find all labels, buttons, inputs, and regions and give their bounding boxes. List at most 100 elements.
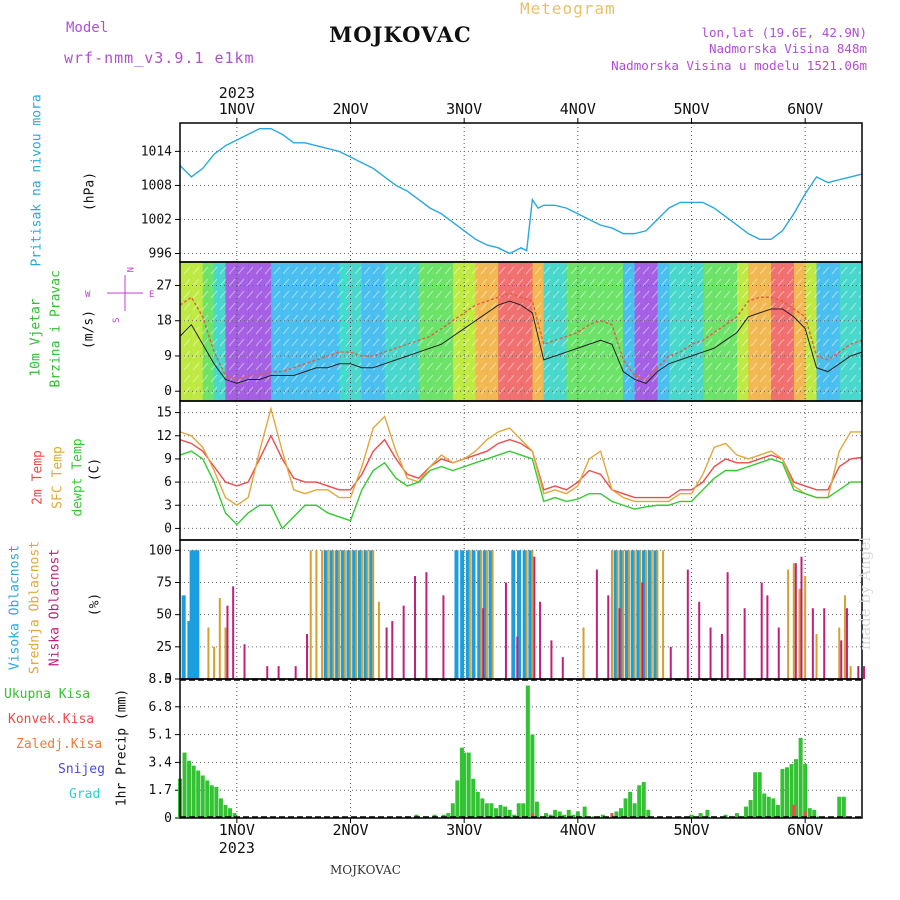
wind-arrow <box>543 302 551 311</box>
cloud-bar-mid_cloud <box>639 550 642 679</box>
wind-arrow <box>678 374 686 383</box>
wind-arrow <box>705 386 713 395</box>
wind-arrow <box>840 362 848 371</box>
cloud-bar-high_cloud <box>619 550 624 679</box>
wind-arrow <box>723 266 731 275</box>
wind-arrow <box>561 314 569 323</box>
precip-bar-conv_precip <box>530 813 534 818</box>
cloud-bar-mid_cloud <box>480 550 483 679</box>
wind-arrow <box>723 302 731 311</box>
wind-arrow <box>417 290 425 299</box>
wind-arrow <box>345 278 353 287</box>
cloud-bar-high_cloud <box>465 550 470 679</box>
wind-arrow <box>849 266 857 275</box>
wind-arrow <box>606 326 614 335</box>
cloud-bar-high_cloud <box>517 550 521 679</box>
wind-arrow <box>759 302 767 311</box>
wind-field-band <box>759 262 772 401</box>
wind-arrow <box>291 326 299 335</box>
cloud-bar-mid_cloud <box>792 563 795 679</box>
wind-arrow <box>363 326 371 335</box>
wind-arrow <box>768 278 776 287</box>
wind-arrow <box>714 266 722 275</box>
wind-arrow <box>678 386 686 395</box>
cloud-bar-high_cloud <box>522 550 527 679</box>
wind-field-band <box>805 262 818 401</box>
wind-arrow <box>399 362 407 371</box>
wind-arrow <box>642 338 650 347</box>
panel-frame-temperature <box>179 400 863 541</box>
wind-arrow <box>300 326 308 335</box>
wind-arrow <box>660 374 668 383</box>
wind-arrow <box>768 362 776 371</box>
wind-field-band <box>748 262 761 401</box>
wind-arrow <box>309 266 317 275</box>
cloud-bar-mid_cloud <box>627 550 630 679</box>
wind-arrow <box>219 278 227 287</box>
cloud-bar-mid_cloud <box>838 627 841 679</box>
wind-arrow <box>633 266 641 275</box>
wind-field-band <box>782 262 795 401</box>
wind-arrow <box>300 314 308 323</box>
cloud-bar-low_cloud <box>391 621 394 679</box>
wind-field-band <box>634 262 647 401</box>
wind-arrow <box>507 326 515 335</box>
wind-arrow <box>498 374 506 383</box>
wind-arrow <box>525 386 533 395</box>
wind-arrow <box>525 362 533 371</box>
cloud-bar-mid_cloud <box>849 666 852 679</box>
wind-field-band <box>418 262 431 401</box>
wind-arrow <box>714 302 722 311</box>
wind-arrow <box>831 290 839 299</box>
wind-arrow <box>849 350 857 359</box>
precip-bar-precip <box>614 811 619 818</box>
wind-arrow <box>390 386 398 395</box>
wind-arrow <box>714 338 722 347</box>
wind-arrow <box>822 362 830 371</box>
cloud-bar-low_cloud <box>482 608 485 679</box>
wind-arrow <box>345 290 353 299</box>
wind-arrow <box>255 386 263 395</box>
cloud-bar-mid_cloud <box>343 550 346 679</box>
wind-arrow <box>849 326 857 335</box>
x-label-bottom: 3NOV <box>446 821 482 839</box>
wind-arrow <box>606 374 614 383</box>
wind-arrow <box>633 386 641 395</box>
wind-arrow <box>579 266 587 275</box>
wind-arrow <box>714 350 722 359</box>
wind-arrow <box>768 314 776 323</box>
wind-arrow <box>453 374 461 383</box>
wind-arrow <box>813 350 821 359</box>
precip-bar-precip <box>571 814 576 818</box>
temp-line-sfc_temp <box>179 406 862 507</box>
wind-arrow <box>417 278 425 287</box>
wind-arrow <box>570 266 578 275</box>
y-tick-label: 50 <box>156 608 172 623</box>
wind-arrow <box>273 338 281 347</box>
wind-arrow <box>624 266 632 275</box>
wind-arrow <box>768 338 776 347</box>
cloud-bar-high_cloud <box>624 550 629 679</box>
wind-arrow <box>453 350 461 359</box>
wind-arrow <box>201 386 209 395</box>
wind-arrow <box>624 326 632 335</box>
precip-bar-precip <box>637 785 642 818</box>
wind-arrow <box>570 338 578 347</box>
wind-arrow <box>795 302 803 311</box>
wind-arrow <box>327 374 335 383</box>
wind-arrow <box>228 362 236 371</box>
wind-arrow <box>597 386 605 395</box>
wind-arrow <box>462 290 470 299</box>
wind-arrow <box>255 302 263 311</box>
wind-arrow <box>507 266 515 275</box>
wind-arrow <box>399 386 407 395</box>
wind-arrow <box>462 326 470 335</box>
wind-arrow <box>336 266 344 275</box>
wind-arrow <box>795 386 803 395</box>
y-tick-label: 12 <box>156 429 172 444</box>
wind-arrow <box>264 326 272 335</box>
cloud-bar-mid_cloud <box>338 550 341 679</box>
y-tick-label: 0 <box>164 384 172 399</box>
wind-arrow <box>525 338 533 347</box>
wind-arrow <box>606 386 614 395</box>
